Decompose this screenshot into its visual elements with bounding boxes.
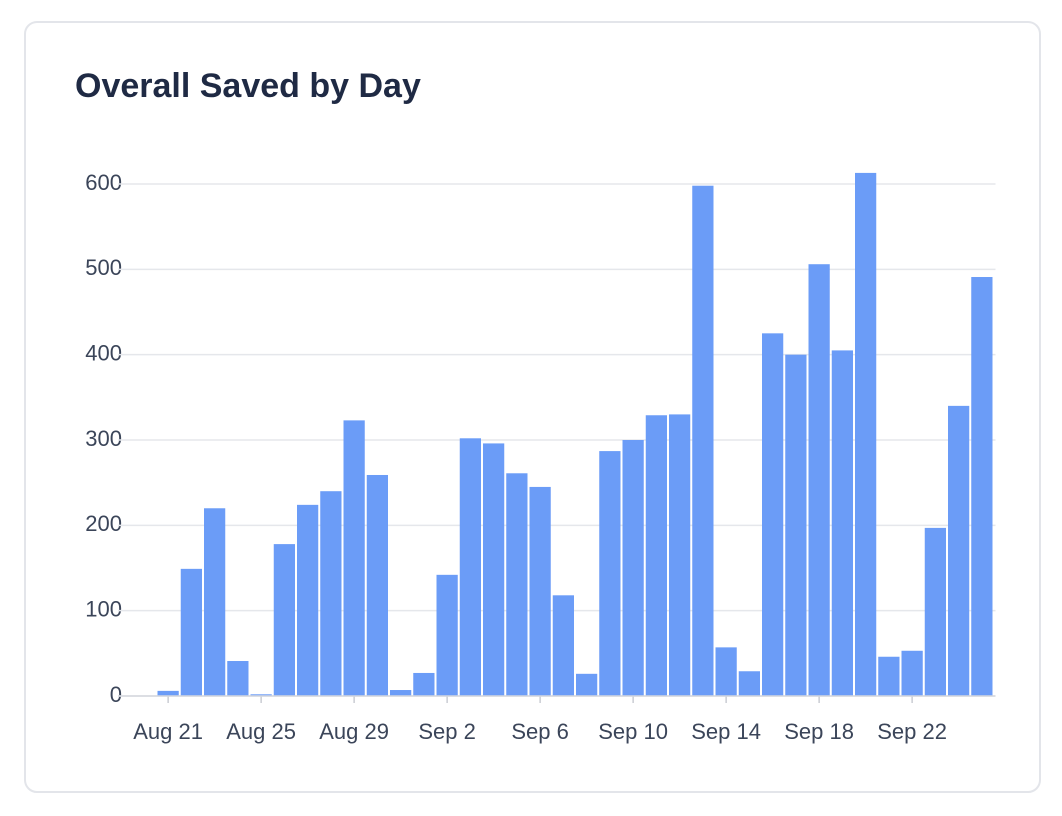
x-tick-label: Sep 18 bbox=[784, 719, 854, 744]
bar bbox=[459, 438, 481, 696]
bar bbox=[901, 650, 923, 696]
bar bbox=[483, 443, 505, 696]
y-tick-label: 500 bbox=[85, 255, 122, 280]
bar bbox=[599, 451, 621, 696]
bar bbox=[529, 486, 551, 696]
bar bbox=[250, 694, 272, 696]
bar bbox=[738, 671, 760, 696]
bar bbox=[366, 474, 388, 696]
y-tick-label: 600 bbox=[85, 170, 122, 195]
bar bbox=[390, 690, 412, 696]
bar bbox=[436, 574, 458, 696]
y-tick-label: 0 bbox=[110, 682, 122, 707]
bar bbox=[645, 415, 667, 696]
y-tick-label: 300 bbox=[85, 426, 122, 451]
bar bbox=[576, 673, 598, 696]
bar bbox=[692, 185, 714, 696]
y-tick-label: 400 bbox=[85, 340, 122, 365]
bar bbox=[227, 661, 249, 696]
x-tick-label: Aug 25 bbox=[226, 719, 296, 744]
bar bbox=[831, 350, 853, 696]
bar bbox=[297, 504, 319, 696]
bar bbox=[948, 405, 970, 696]
x-tick-label: Sep 6 bbox=[511, 719, 569, 744]
bar bbox=[413, 672, 435, 696]
chart-title: Overall Saved by Day bbox=[75, 67, 421, 105]
bar bbox=[971, 277, 993, 696]
bar bbox=[715, 647, 737, 696]
x-tick-label: Aug 29 bbox=[319, 719, 389, 744]
bar bbox=[204, 508, 226, 696]
bar bbox=[320, 491, 342, 696]
y-tick-label: 100 bbox=[85, 596, 122, 621]
bar bbox=[669, 414, 691, 696]
x-tick-label: Sep 10 bbox=[598, 719, 668, 744]
bar bbox=[878, 656, 900, 696]
x-tick-label: Sep 22 bbox=[877, 719, 947, 744]
bar bbox=[808, 264, 830, 696]
x-tick-label: Sep 2 bbox=[418, 719, 476, 744]
bar bbox=[506, 473, 528, 696]
bar bbox=[552, 595, 574, 696]
bar bbox=[273, 544, 295, 696]
bar bbox=[762, 333, 784, 696]
bar bbox=[622, 440, 644, 696]
y-tick-label: 200 bbox=[85, 511, 122, 536]
bar bbox=[924, 527, 946, 696]
bar bbox=[785, 354, 807, 696]
x-tick-label: Sep 14 bbox=[691, 719, 761, 744]
x-tick-label: Aug 21 bbox=[133, 719, 203, 744]
bar bbox=[157, 690, 179, 696]
bar bbox=[343, 420, 365, 696]
bar bbox=[855, 172, 877, 696]
bar bbox=[180, 568, 202, 696]
